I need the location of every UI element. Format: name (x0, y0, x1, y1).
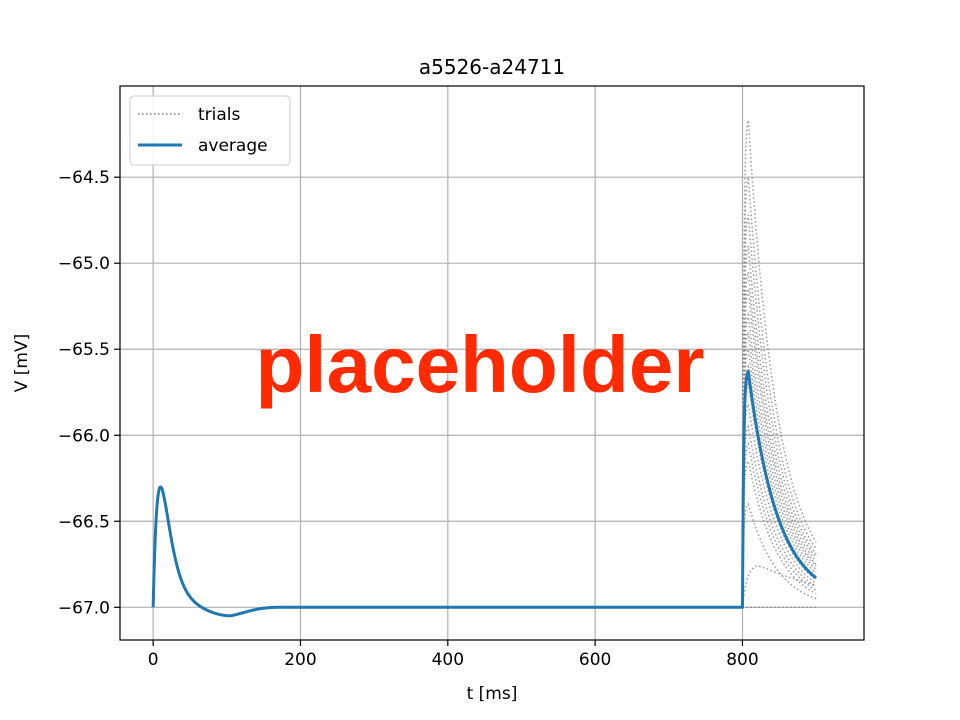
grid-lines (120, 86, 864, 640)
legend-trials-label: trials (198, 105, 241, 125)
chart-title: a5526-a24711 (419, 55, 565, 79)
x-tick-label: 200 (284, 650, 316, 670)
y-tick-label: −67.0 (58, 598, 110, 618)
trial-line (741, 329, 817, 608)
average-line (151, 370, 818, 618)
trial-line (741, 459, 817, 608)
trial-line (741, 424, 817, 608)
y-tick-label: −65.0 (58, 254, 110, 274)
placeholder-watermark: placeholder (255, 320, 704, 409)
x-tick-label: 600 (579, 650, 611, 670)
y-tick-label: −66.5 (58, 512, 110, 532)
trial-line (741, 381, 817, 608)
x-tick-label: 400 (432, 650, 464, 670)
y-axis-label: V [mV] (12, 334, 32, 393)
x-axis-label: t [ms] (467, 684, 518, 704)
trial-line (741, 402, 817, 608)
x-axis-ticks: 0 200 400 600 800 (148, 640, 759, 670)
trial-line (741, 176, 817, 608)
trial-line (741, 288, 817, 608)
trial-line (741, 565, 817, 608)
legend: trials average (129, 95, 291, 166)
y-tick-label: −64.5 (58, 168, 110, 188)
legend-average-label: average (198, 136, 268, 156)
average-series (151, 370, 818, 618)
x-tick-label: 0 (148, 650, 159, 670)
trial-line (741, 442, 817, 608)
trial-line (741, 311, 817, 608)
y-axis-ticks: −64.5 −65.0 −65.5 −66.0 −66.5 −67.0 (58, 168, 120, 618)
x-tick-label: 800 (726, 650, 758, 670)
y-tick-label: −65.5 (58, 340, 110, 360)
plot-frame (119, 85, 865, 641)
trials-series (741, 120, 817, 609)
trial-line (741, 245, 817, 608)
y-tick-label: −66.0 (58, 426, 110, 446)
trial-line (741, 120, 817, 608)
